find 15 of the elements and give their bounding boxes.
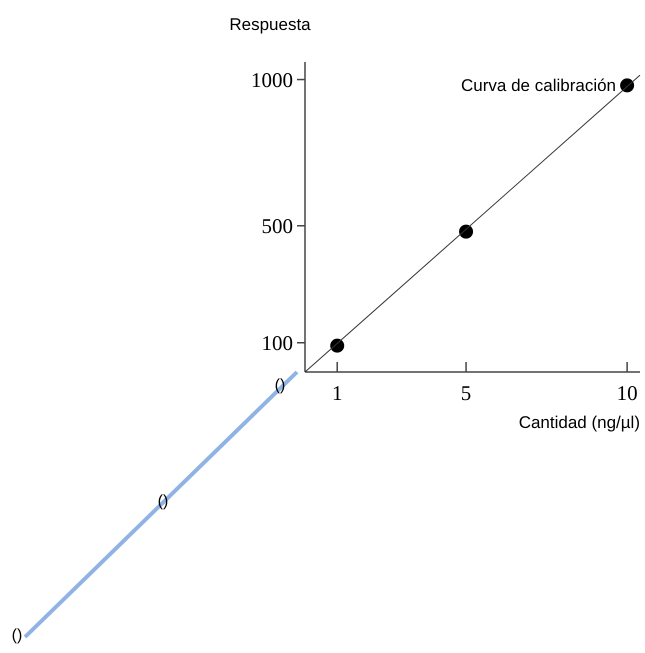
y-tick-label: 1000 [251,68,293,92]
x-axis-title: Cantidad (ng/µl) [518,413,640,432]
x-tick-label: 10 [616,381,638,405]
series-label: Curva de calibración [461,76,616,96]
x-tick-label: 5 [460,381,472,405]
y-tick-label: 500 [262,214,293,238]
text: () [12,627,22,644]
point [330,338,344,353]
text: () [158,493,168,510]
y-tick-label: 100 [262,331,293,356]
point [459,224,474,239]
point [620,78,634,92]
y-axis-title: Respuesta [229,15,312,34]
x-tick-label: 1 [332,381,342,405]
text: () [274,377,286,394]
